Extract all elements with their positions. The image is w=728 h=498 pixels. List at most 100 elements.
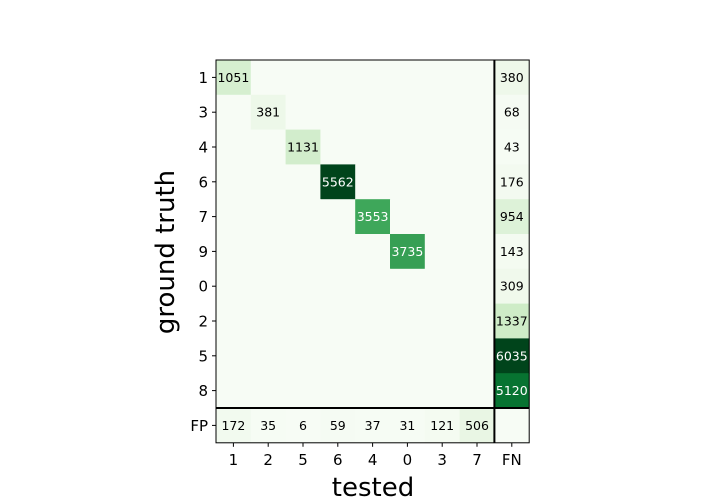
heatmap-cell-1-3 bbox=[424, 60, 460, 96]
heatmap-cell-1-7 bbox=[459, 60, 495, 96]
heatmap-cell-7-0 bbox=[390, 199, 426, 235]
heatmap-cell-5-4 bbox=[355, 338, 391, 374]
heatmap-cell-7-1 bbox=[216, 199, 252, 235]
heatmap-cell-7-3 bbox=[424, 199, 460, 235]
cell-value-6-6: 5562 bbox=[322, 174, 354, 189]
cell-value-FP-2: 35 bbox=[260, 418, 276, 433]
heatmap-cell-5-3 bbox=[424, 338, 460, 374]
cell-value-FP-4: 37 bbox=[365, 418, 381, 433]
heatmap-cell-1-1 bbox=[216, 60, 252, 96]
heatmap-cell-2-4 bbox=[355, 303, 391, 339]
heatmap-cell-3-2 bbox=[250, 94, 286, 130]
heatmap-cell-0-3 bbox=[424, 268, 460, 304]
heatmap-cell-1-5 bbox=[285, 60, 321, 96]
heatmap-cell-9-2 bbox=[250, 234, 286, 270]
x-tick-label-5: 5 bbox=[298, 451, 308, 469]
heatmap-cell-9-3 bbox=[424, 234, 460, 270]
heatmap-cell-4-5 bbox=[285, 129, 321, 165]
heatmap-cell-3-4 bbox=[355, 94, 391, 130]
heatmap-cell-8-0 bbox=[390, 373, 426, 409]
heatmap-cell-7-FN bbox=[494, 199, 530, 235]
cell-value-FP-7: 506 bbox=[465, 418, 489, 433]
cell-value-4-5: 1131 bbox=[287, 140, 319, 155]
heatmap-cell-0-0 bbox=[390, 268, 426, 304]
cell-value-7-4: 3553 bbox=[357, 209, 389, 224]
heatmap-cell-9-6 bbox=[320, 234, 356, 270]
cell-value-6-FN: 176 bbox=[500, 174, 524, 189]
heatmap-cell-8-3 bbox=[424, 373, 460, 409]
heatmap-cell-6-2 bbox=[250, 164, 286, 200]
y-tick-label-3: 3 bbox=[198, 104, 208, 122]
heatmap-cell-2-5 bbox=[285, 303, 321, 339]
heatmap-cell-3-6 bbox=[320, 94, 356, 130]
heatmap-cell-7-5 bbox=[285, 199, 321, 235]
cell-value-9-0: 3735 bbox=[391, 244, 423, 259]
heatmap-cell-4-2 bbox=[250, 129, 286, 165]
heatmap-cell-9-5 bbox=[285, 234, 321, 270]
heatmap-cell-FP-6 bbox=[320, 408, 356, 444]
heatmap-cell-0-2 bbox=[250, 268, 286, 304]
heatmap-cell-FP-4 bbox=[355, 408, 391, 444]
cell-value-9-FN: 143 bbox=[500, 244, 524, 259]
y-tick-label-4: 4 bbox=[198, 139, 208, 157]
heatmap-cell-FP-3 bbox=[424, 408, 460, 444]
heatmap-cell-0-7 bbox=[459, 268, 495, 304]
x-tick-label-4: 4 bbox=[368, 451, 378, 469]
heatmap-cell-8-FN bbox=[494, 373, 530, 409]
heatmap-cell-2-7 bbox=[459, 303, 495, 339]
cell-value-FP-0: 31 bbox=[399, 418, 415, 433]
heatmap-cell-FP-2 bbox=[250, 408, 286, 444]
y-tick-label-2: 2 bbox=[198, 313, 208, 331]
cell-value-FP-6: 59 bbox=[330, 418, 346, 433]
heatmap-cell-3-1 bbox=[216, 94, 252, 130]
heatmap-cell-9-FN bbox=[494, 234, 530, 270]
x-tick-label-2: 2 bbox=[263, 451, 273, 469]
heatmap-cell-7-2 bbox=[250, 199, 286, 235]
x-tick-label-1: 1 bbox=[229, 451, 239, 469]
heatmap-cell-1-6 bbox=[320, 60, 356, 96]
heatmap-cell-3-7 bbox=[459, 94, 495, 130]
heatmap-cell-0-FN bbox=[494, 268, 530, 304]
heatmap-cell-5-0 bbox=[390, 338, 426, 374]
cell-value-FP-1: 172 bbox=[221, 418, 245, 433]
heatmap-cell-5-2 bbox=[250, 338, 286, 374]
heatmap-cell-0-6 bbox=[320, 268, 356, 304]
heatmap-cell-2-2 bbox=[250, 303, 286, 339]
heatmap-cell-8-5 bbox=[285, 373, 321, 409]
heatmap-cell-2-1 bbox=[216, 303, 252, 339]
heatmap-cell-3-0 bbox=[390, 94, 426, 130]
cell-value-1-FN: 380 bbox=[500, 70, 524, 85]
cell-value-8-FN: 5120 bbox=[496, 383, 528, 398]
x-axis-label: tested bbox=[332, 473, 414, 498]
heatmap-cell-4-6 bbox=[320, 129, 356, 165]
heatmap-cell-8-2 bbox=[250, 373, 286, 409]
heatmap-cell-6-7 bbox=[459, 164, 495, 200]
y-tick-label-1: 1 bbox=[198, 69, 208, 87]
heatmap-cell-3-3 bbox=[424, 94, 460, 130]
heatmap-cell-1-2 bbox=[250, 60, 286, 96]
cell-value-FP-5: 6 bbox=[299, 418, 307, 433]
y-tick-label-6: 6 bbox=[198, 173, 208, 191]
heatmap-cell-9-7 bbox=[459, 234, 495, 270]
heatmap-cell-3-5 bbox=[285, 94, 321, 130]
heatmap-cell-FP-7 bbox=[459, 408, 495, 444]
heatmap-cell-6-FN bbox=[494, 164, 530, 200]
heatmap-cell-0-1 bbox=[216, 268, 252, 304]
y-tick-label-9: 9 bbox=[198, 243, 208, 261]
heatmap-cell-4-0 bbox=[390, 129, 426, 165]
heatmap-cell-FP-FN bbox=[494, 408, 530, 444]
x-tick-label-6: 6 bbox=[333, 451, 343, 469]
heatmap-cell-FP-5 bbox=[285, 408, 321, 444]
heatmap-cell-5-1 bbox=[216, 338, 252, 374]
cell-value-7-FN: 954 bbox=[500, 209, 524, 224]
heatmap-cell-5-7 bbox=[459, 338, 495, 374]
heatmap-cell-4-1 bbox=[216, 129, 252, 165]
heatmap-cell-1-FN bbox=[494, 60, 530, 96]
cell-value-0-FN: 309 bbox=[500, 279, 524, 294]
heatmap-cell-6-3 bbox=[424, 164, 460, 200]
y-tick-label-7: 7 bbox=[198, 208, 208, 226]
heatmap-cell-5-FN bbox=[494, 338, 530, 374]
x-tick-label-3: 3 bbox=[437, 451, 447, 469]
